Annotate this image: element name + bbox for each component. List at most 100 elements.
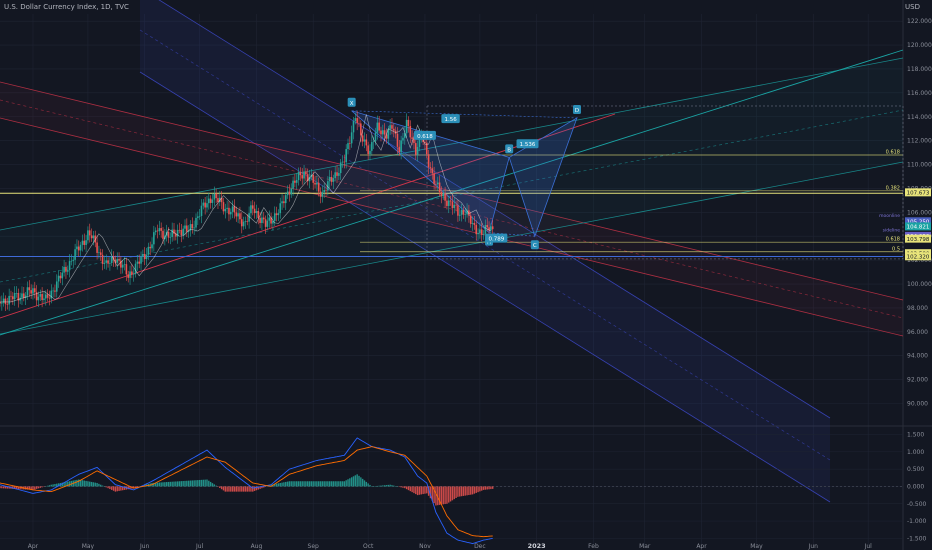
macd-histogram-bar — [180, 481, 183, 487]
candle-body — [261, 217, 263, 223]
candle-body — [151, 244, 153, 249]
macd-histogram-bar — [261, 486, 263, 489]
macd-histogram-bar — [96, 482, 98, 487]
candle-body — [451, 201, 454, 209]
macd-histogram-bar — [360, 477, 362, 487]
x-tick-label: Apr — [696, 543, 707, 550]
x-tick-label: May — [82, 543, 95, 550]
red-channel-lower — [0, 117, 904, 337]
candle-body — [88, 230, 91, 236]
candle-body — [367, 145, 369, 155]
candle-body — [209, 198, 212, 203]
macd-histogram-bar — [490, 486, 492, 490]
candle-body — [347, 143, 349, 150]
macd-histogram-bar — [54, 484, 56, 487]
candle-body — [158, 228, 161, 232]
macd-histogram-bar — [162, 482, 164, 487]
macd-histogram-bar — [481, 486, 483, 491]
macd-histogram-bar — [462, 486, 465, 496]
macd-histogram-bar — [310, 481, 313, 487]
macd-y-tick-label: 1.500 — [907, 432, 924, 439]
symbol-title: U.S. Dollar Currency Index, 1D, TVC — [4, 3, 129, 11]
macd-histogram-bar — [2, 486, 5, 489]
candle-body — [330, 176, 333, 182]
macd-histogram-bar — [378, 485, 380, 487]
candle-body — [449, 200, 452, 202]
pattern-ratio-label: 1.536 — [520, 142, 536, 148]
candle-body — [255, 210, 258, 214]
candle-body — [460, 210, 463, 215]
candle-body — [466, 210, 468, 215]
candle-body — [242, 221, 245, 227]
candle-body — [325, 189, 327, 191]
macd-histogram-bar — [274, 484, 276, 487]
macd-histogram-bar — [457, 486, 459, 497]
candle-body — [184, 225, 186, 229]
macd-histogram-bar — [6, 486, 9, 489]
y-tick-label: 96.000 — [907, 329, 928, 336]
macd-histogram-bar — [122, 486, 124, 491]
macd-histogram-bar — [244, 486, 247, 492]
macd-histogram-bar — [283, 482, 285, 487]
candle-body — [72, 259, 75, 261]
macd-histogram-bar — [404, 486, 406, 489]
macd-histogram-bar — [208, 480, 210, 487]
candle-body — [316, 182, 318, 185]
candle-body — [458, 214, 461, 216]
candle-body — [376, 122, 379, 133]
macd-histogram-bar — [100, 484, 102, 487]
candle-body — [63, 266, 65, 273]
x-tick-label: Mar — [639, 543, 651, 550]
macd-histogram-bar — [206, 479, 208, 487]
candle-body — [200, 205, 203, 216]
candle-body — [59, 275, 62, 279]
pattern-ratio-label-bg — [413, 130, 436, 140]
candle-body — [145, 254, 148, 260]
candle-body — [482, 233, 485, 235]
macd-histogram-bar — [257, 486, 259, 490]
macd-histogram-bar — [83, 480, 85, 487]
x-tick-label: Dec — [474, 543, 486, 550]
candle-body — [407, 119, 410, 126]
x-tick-label: Jun — [808, 543, 819, 550]
macd-histogram-bar — [89, 481, 91, 487]
teal-trendline — [0, 49, 904, 336]
candle-body — [136, 261, 139, 264]
macd-histogram-bar — [477, 486, 479, 493]
candle-body — [295, 180, 298, 183]
macd-histogram-bar — [263, 486, 265, 488]
macd-histogram-bar — [195, 480, 197, 487]
macd-histogram-bar — [252, 486, 254, 492]
candle-body — [414, 143, 417, 155]
macd-histogram-bar — [156, 482, 159, 487]
macd-histogram-bar — [424, 486, 426, 494]
macd-histogram-bar — [233, 486, 236, 492]
macd-histogram-bar — [114, 486, 117, 492]
macd-histogram-bar — [296, 481, 298, 487]
macd-histogram-bar — [422, 486, 424, 495]
pattern-point-label: B — [507, 147, 511, 153]
candle-body — [43, 298, 45, 301]
candle-body — [297, 172, 300, 181]
macd-histogram-bar — [415, 486, 417, 495]
candle-body — [491, 226, 494, 230]
candle-body — [143, 253, 146, 260]
blue-channel-upper — [158, 0, 831, 419]
macd-histogram-bar — [420, 486, 422, 495]
macd-histogram-bar — [330, 481, 333, 487]
macd-histogram-bar — [120, 486, 122, 491]
macd-histogram-bar — [363, 480, 366, 487]
candle-body — [54, 290, 56, 292]
macd-histogram-bar — [101, 485, 104, 487]
macd-histogram-bar — [112, 486, 115, 491]
x-tick-label: Oct — [363, 543, 374, 550]
macd-histogram-bar — [78, 479, 80, 487]
y-tick-label: 122.000 — [907, 18, 932, 25]
candle-body — [248, 213, 250, 222]
candle-body — [402, 137, 404, 141]
candle-body — [57, 275, 60, 282]
candle-body — [34, 288, 36, 293]
macd-histogram-bar — [213, 484, 216, 487]
candle-body — [477, 233, 479, 235]
